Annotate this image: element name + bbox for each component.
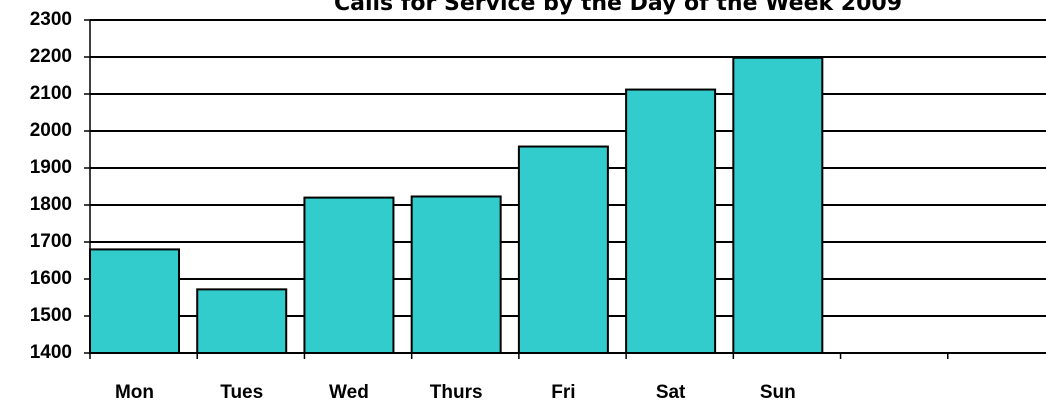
x-tick-label: Sun — [760, 382, 796, 403]
bar — [89, 248, 180, 354]
y-tick-label: 1600 — [30, 268, 72, 289]
x-tick-label: Wed — [329, 382, 369, 403]
bar — [196, 288, 288, 354]
y-tick-label: 1900 — [30, 157, 72, 178]
y-tick-label: 1700 — [30, 231, 72, 252]
x-tick-label: Sat — [656, 382, 686, 403]
bar — [517, 145, 609, 354]
y-tick-label: 1500 — [30, 305, 72, 326]
x-tick-label: Tues — [220, 382, 263, 403]
x-tick-label: Mon — [115, 382, 154, 403]
bar — [625, 88, 717, 354]
bar — [410, 195, 502, 354]
bar — [732, 56, 824, 355]
chart-title: Calls for Service by the Day of the Week… — [334, 0, 902, 16]
y-tick-label: 2100 — [30, 83, 72, 104]
y-tick-label: 1400 — [30, 342, 72, 363]
bar — [303, 196, 395, 354]
y-tick-label: 1800 — [30, 194, 72, 215]
y-tick-label: 2300 — [30, 9, 72, 30]
y-tick-label: 2000 — [30, 120, 72, 141]
x-tick-label: Thurs — [430, 382, 483, 403]
x-tick-label: Fri — [551, 382, 575, 403]
y-tick-label: 2200 — [30, 46, 72, 67]
